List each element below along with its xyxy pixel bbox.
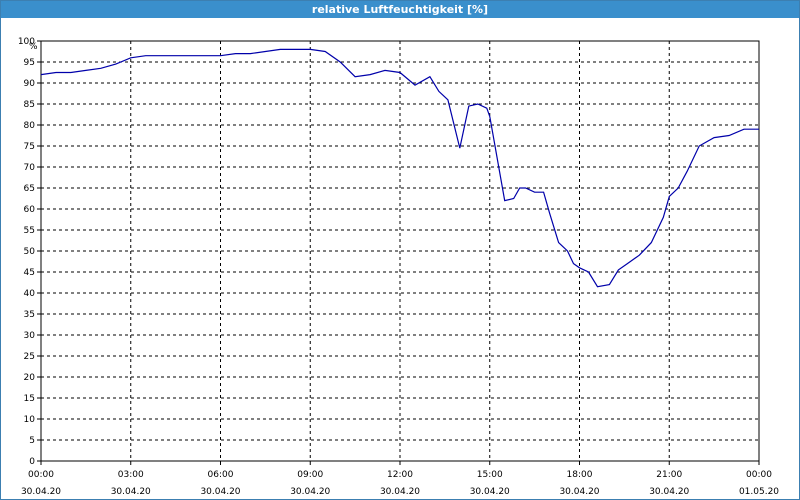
y-tick-label: 30	[24, 331, 36, 341]
x-tick-date: 30.04.20	[380, 487, 420, 497]
x-tick-date: 30.04.20	[21, 487, 61, 497]
y-tick-label: 5	[29, 436, 35, 446]
x-tick-date: 30.04.20	[649, 487, 689, 497]
x-tick-time: 03:00	[118, 470, 144, 480]
x-tick-time: 15:00	[477, 470, 503, 480]
y-tick-label: 35	[24, 310, 35, 320]
humidity-chart: % 0 5 10 15 20 25 30 35 40 45 50 55 60 65 70 75 80 85 90 95…	[18, 37, 780, 497]
y-tick-label: 25	[24, 352, 35, 362]
y-tick-label: 75	[24, 142, 35, 152]
x-tick-time: 18:00	[567, 470, 593, 480]
humidity-series-line	[40, 48, 759, 288]
y-tick-label: 45	[24, 268, 35, 278]
x-tick-time: 06:00	[208, 470, 234, 480]
x-tick-date: 30.04.20	[559, 487, 599, 497]
x-tick-time: 00:00	[746, 470, 772, 480]
x-tick-date: 30.04.20	[290, 487, 330, 497]
y-tick-label: 55	[24, 226, 35, 236]
y-tick-label: 95	[24, 58, 35, 68]
y-tick-label: 100	[18, 37, 35, 47]
y-tick-label: 10	[24, 415, 36, 425]
grid-lines	[41, 41, 759, 461]
y-axis-unit-label: %	[29, 42, 38, 52]
y-tick-labels: 0 5 10 15 20 25 30 35 40 45 50 55 60 65 70 75 80 85 90 95 10…	[18, 37, 41, 467]
y-tick-label: 90	[24, 79, 36, 89]
y-tick-label: 15	[24, 394, 35, 404]
y-tick-label: 50	[24, 247, 36, 257]
y-tick-label: 70	[24, 163, 36, 173]
y-tick-label: 40	[24, 289, 36, 299]
x-tick-date: 30.04.20	[111, 487, 151, 497]
x-tick-time: 09:00	[297, 470, 323, 480]
y-tick-label: 20	[24, 373, 36, 383]
x-tick-time: 21:00	[656, 470, 682, 480]
plot-frame	[40, 40, 760, 462]
y-tick-label: 0	[29, 457, 35, 467]
x-tick-time: 12:00	[387, 470, 413, 480]
x-tick-time: 00:00	[28, 470, 54, 480]
x-tick-labels: 00:00 30.04.20 03:00 30.04.20 06:00 30.04.20 0…	[21, 461, 779, 497]
x-tick-date: 30.04.20	[470, 487, 510, 497]
window-title: relative Luftfeuchtigkeit [%]	[1, 1, 799, 18]
y-tick-label: 65	[24, 184, 35, 194]
x-tick-date: 30.04.20	[200, 487, 240, 497]
y-tick-label: 85	[24, 100, 35, 110]
y-tick-label: 60	[24, 205, 36, 215]
y-tick-label: 80	[24, 121, 36, 131]
x-tick-date: 01.05.20	[739, 487, 779, 497]
